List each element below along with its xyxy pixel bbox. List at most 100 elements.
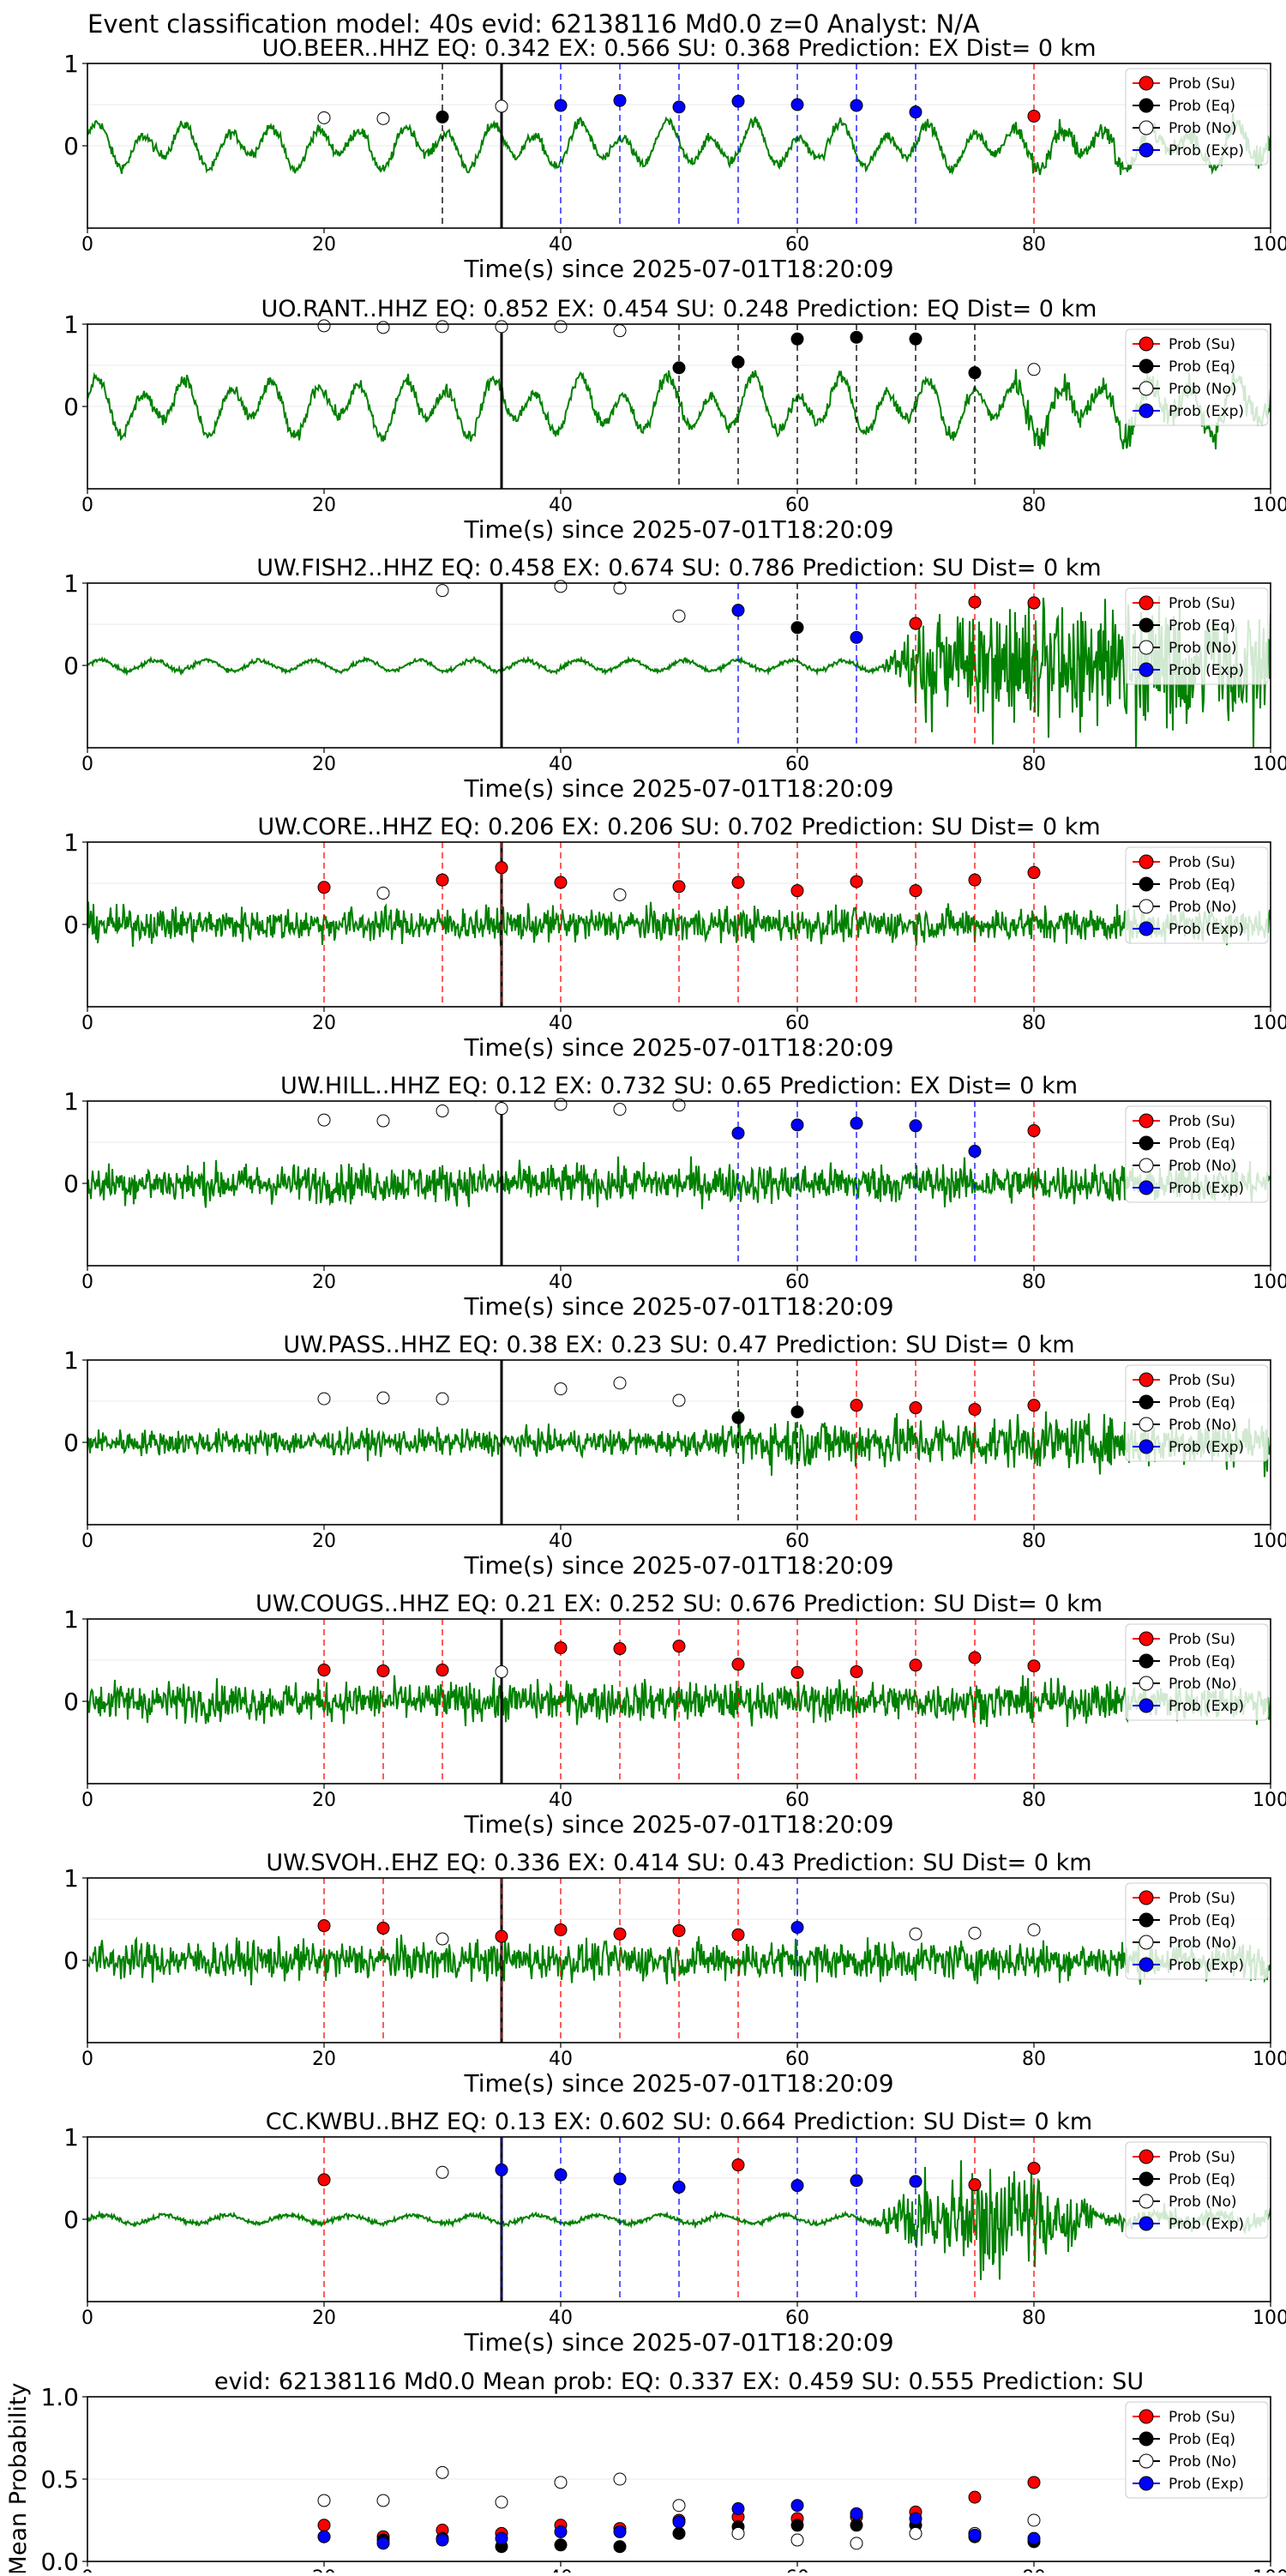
prob-point-exp bbox=[909, 2175, 922, 2188]
x-axis-label: Time(s) since 2025-07-01T18:20:09 bbox=[463, 774, 893, 803]
prob-point-no bbox=[376, 111, 390, 125]
y-tick-label: 1 bbox=[63, 569, 79, 598]
prob-point-exp bbox=[909, 105, 922, 119]
prob-point-no bbox=[909, 1927, 922, 1941]
prob-point-exp bbox=[850, 99, 863, 112]
x-tick-label: 80 bbox=[1022, 1013, 1046, 1034]
prob-point-no bbox=[672, 1393, 686, 1407]
waveform-trace bbox=[87, 1156, 1271, 1210]
prob-point-exp bbox=[968, 1145, 982, 1159]
x-tick-label: 60 bbox=[785, 2308, 809, 2329]
prob-point-su bbox=[1027, 866, 1041, 880]
legend-label-eq: Prob (Eq) bbox=[1169, 1653, 1235, 1670]
legend-marker-exp bbox=[1139, 2216, 1154, 2231]
mean-prob-point-eq bbox=[613, 2540, 627, 2554]
x-tick-label: 40 bbox=[549, 2308, 573, 2329]
legend-label-eq: Prob (Eq) bbox=[1169, 2171, 1235, 2188]
mean-prob-point-no bbox=[436, 2465, 449, 2479]
x-tick-label: 0 bbox=[81, 1272, 93, 1293]
x-tick-label: 80 bbox=[1022, 1272, 1046, 1293]
legend-marker-no bbox=[1139, 1158, 1154, 1173]
x-tick-label: 100 bbox=[1253, 2308, 1286, 2329]
x-tick-label: 0 bbox=[81, 234, 93, 256]
x-tick-label: 40 bbox=[549, 1272, 573, 1293]
legend-marker-su bbox=[1139, 1890, 1154, 1905]
prob-point-eq bbox=[436, 110, 449, 123]
y-tick-label: 0 bbox=[63, 2206, 79, 2234]
legend-marker-su bbox=[1139, 2409, 1154, 2424]
legend: Prob (Su) Prob (Eq) Prob (No) Prob (Exp) bbox=[1125, 1105, 1269, 1203]
legend-marker-no bbox=[1139, 1935, 1154, 1950]
legend-marker-eq bbox=[1139, 1653, 1154, 1669]
legend-marker-exp bbox=[1139, 921, 1154, 936]
mean-prob-point-exp bbox=[731, 2502, 745, 2516]
prob-point-exp bbox=[850, 2174, 863, 2188]
prob-point-su bbox=[1027, 1659, 1041, 1673]
prob-point-exp bbox=[850, 630, 863, 644]
x-tick-label: 100 bbox=[1253, 754, 1286, 775]
legend-marker-eq bbox=[1139, 1135, 1154, 1151]
prob-point-su bbox=[376, 1922, 390, 1935]
prob-point-no bbox=[1027, 363, 1041, 376]
x-tick-label: 40 bbox=[549, 754, 573, 775]
chart-title: UW.HILL..HHZ EQ: 0.12 EX: 0.732 SU: 0.65… bbox=[280, 1073, 1078, 1099]
legend-label-exp: Prob (Exp) bbox=[1169, 921, 1244, 938]
prob-point-exp bbox=[613, 93, 627, 107]
y-tick-label: 0 bbox=[63, 393, 79, 421]
prob-point-exp bbox=[613, 2172, 627, 2186]
x-tick-label: 60 bbox=[785, 1531, 809, 1552]
prob-point-su bbox=[554, 876, 568, 889]
chart-panel-2: UO.RANT..HHZ EQ: 0.852 EX: 0.454 SU: 0.2… bbox=[63, 296, 1286, 544]
x-tick-label: 60 bbox=[785, 234, 809, 256]
y-tick-label: 0 bbox=[63, 652, 79, 680]
legend-label-su: Prob (Su) bbox=[1169, 1113, 1235, 1130]
prob-point-no bbox=[1027, 1923, 1041, 1936]
legend-marker-exp bbox=[1139, 1439, 1154, 1454]
waveform-trace bbox=[87, 596, 1271, 748]
mean-prob-point-exp bbox=[613, 2525, 627, 2538]
legend: Prob (Su) Prob (Eq) Prob (No) Prob (Exp) bbox=[1125, 1882, 1269, 1980]
prob-point-no bbox=[613, 1376, 627, 1390]
legend-label-su: Prob (Su) bbox=[1169, 1890, 1235, 1907]
legend-label-eq: Prob (Eq) bbox=[1169, 617, 1235, 635]
prob-point-su bbox=[317, 1919, 331, 1933]
prob-point-eq bbox=[968, 366, 982, 380]
x-tick-label: 100 bbox=[1253, 2567, 1286, 2573]
prob-point-no bbox=[495, 320, 508, 334]
mean-prob-point-exp bbox=[495, 2531, 508, 2545]
legend-marker-su bbox=[1139, 1113, 1154, 1129]
legend-marker-exp bbox=[1139, 1180, 1154, 1195]
mean-prob-point-no bbox=[790, 2533, 804, 2547]
y-tick-label: 1 bbox=[63, 2123, 79, 2152]
legend-marker-exp bbox=[1139, 1957, 1154, 1972]
legend: Prob (Su) Prob (Eq) Prob (No) Prob (Exp) bbox=[1125, 68, 1269, 166]
legend-label-exp: Prob (Exp) bbox=[1169, 142, 1244, 159]
prob-point-su bbox=[1027, 109, 1041, 123]
legend-marker-eq bbox=[1139, 358, 1154, 374]
x-axis-label: Time(s) since 2025-07-01T18:20:09 bbox=[463, 1292, 893, 1321]
legend-marker-eq bbox=[1139, 98, 1154, 113]
x-tick-label: 60 bbox=[785, 2049, 809, 2070]
prob-point-su bbox=[672, 1640, 686, 1653]
chart-panel-7: UW.COUGS..HHZ EQ: 0.21 EX: 0.252 SU: 0.6… bbox=[63, 1591, 1286, 1839]
legend: Prob (Su) Prob (Eq) Prob (No) Prob (Exp) bbox=[1125, 1364, 1269, 1462]
legend-marker-su bbox=[1139, 595, 1154, 611]
legend-box bbox=[1125, 328, 1269, 426]
y-tick-label: 0 bbox=[63, 1947, 79, 1975]
prob-point-su bbox=[554, 1641, 568, 1655]
mean-prob-point-no bbox=[1027, 2513, 1041, 2527]
waveform-trace bbox=[87, 113, 1271, 176]
legend-label-exp: Prob (Exp) bbox=[1169, 1439, 1244, 1456]
prob-point-su bbox=[436, 873, 449, 887]
x-tick-label: 100 bbox=[1253, 1531, 1286, 1552]
legend-marker-eq bbox=[1139, 2171, 1154, 2187]
legend: Prob (Su) Prob (Eq) Prob (No) Prob (Exp) bbox=[1125, 1623, 1269, 1721]
x-tick-label: 20 bbox=[312, 2049, 336, 2070]
mean-prob-point-exp bbox=[909, 2512, 922, 2525]
x-tick-label: 80 bbox=[1022, 2049, 1046, 2070]
legend-label-su: Prob (Su) bbox=[1169, 75, 1235, 93]
prob-point-su bbox=[968, 873, 982, 887]
x-tick-label: 0 bbox=[81, 1790, 93, 1811]
prob-point-exp bbox=[790, 1118, 804, 1132]
prob-point-eq bbox=[790, 621, 804, 635]
